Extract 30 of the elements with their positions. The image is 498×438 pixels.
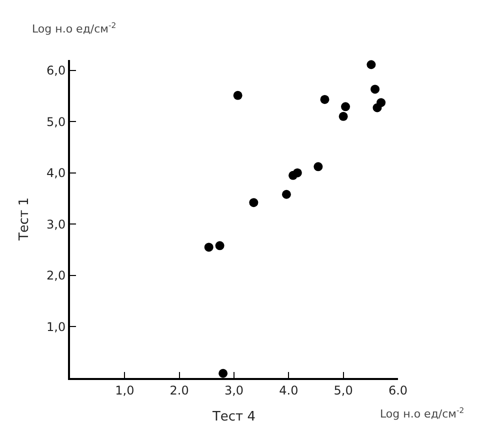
text: Log н.о ед/см$^{-2}$ (32, 21, 116, 36)
x-tick-label: 3,0 (224, 383, 244, 398)
x-axis-title: Тест 4 (211, 410, 256, 424)
x-tick-label: 1,0 (115, 383, 134, 398)
point (370, 84, 380, 94)
point (249, 198, 258, 208)
x-tick-label: 5,0 (334, 383, 353, 398)
y-tick-label: 6,0 (46, 63, 66, 78)
point (376, 98, 386, 108)
point (204, 242, 214, 252)
y-tick-label: 3,0 (46, 217, 66, 232)
y-tick-label: 5,0 (46, 114, 66, 129)
y-tick-label: 1,0 (46, 320, 66, 334)
x-tick-label: 4.0 (279, 383, 298, 398)
y-axis-title: Тест 1 (16, 197, 32, 242)
point (282, 190, 291, 199)
y-tick-label: 2,0 (46, 268, 66, 283)
point (341, 102, 350, 112)
x-tick-label: 2.0 (170, 383, 189, 398)
point (314, 162, 323, 172)
y-tick-label: 4,0 (46, 166, 66, 180)
text: Log н.о ед/см$^{-2}$ (380, 406, 464, 421)
point (338, 112, 348, 121)
point (218, 368, 228, 378)
point (215, 241, 224, 250)
point (320, 94, 330, 104)
point (366, 60, 376, 70)
x-tick-label: 6.0 (388, 383, 408, 398)
point (292, 168, 302, 178)
point (233, 90, 242, 100)
